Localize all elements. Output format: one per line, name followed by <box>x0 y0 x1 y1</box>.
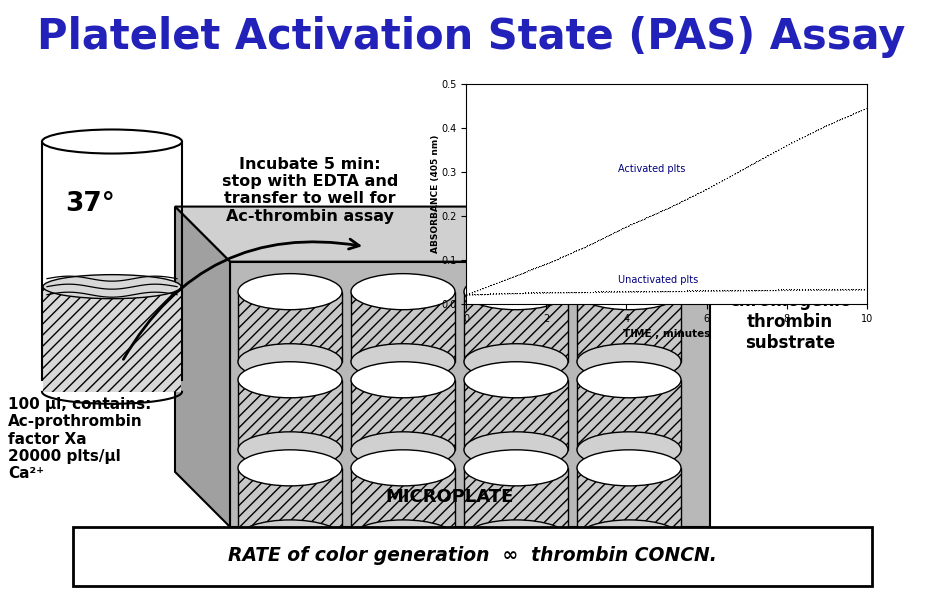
Text: Unactivated plts: Unactivated plts <box>618 275 699 285</box>
Polygon shape <box>175 206 710 262</box>
Text: 25°: 25° <box>761 227 819 256</box>
Ellipse shape <box>238 450 342 486</box>
X-axis label: TIME , minutes: TIME , minutes <box>623 329 710 340</box>
Ellipse shape <box>43 275 181 299</box>
FancyBboxPatch shape <box>577 380 681 450</box>
FancyArrowPatch shape <box>123 239 359 359</box>
Ellipse shape <box>577 362 681 398</box>
FancyBboxPatch shape <box>351 380 455 450</box>
Ellipse shape <box>577 432 681 468</box>
Ellipse shape <box>464 432 568 468</box>
FancyBboxPatch shape <box>464 292 568 362</box>
Ellipse shape <box>351 432 455 468</box>
Ellipse shape <box>464 344 568 380</box>
Text: Platelet Activation State (PAS) Assay: Platelet Activation State (PAS) Assay <box>37 16 905 58</box>
FancyBboxPatch shape <box>238 380 342 450</box>
Ellipse shape <box>351 450 455 486</box>
Text: 37°: 37° <box>65 191 115 217</box>
Ellipse shape <box>238 362 342 398</box>
FancyBboxPatch shape <box>73 527 872 586</box>
Ellipse shape <box>464 274 568 309</box>
Ellipse shape <box>464 520 568 556</box>
FancyBboxPatch shape <box>464 380 568 450</box>
Y-axis label: ABSORBANCE (405 nm): ABSORBANCE (405 nm) <box>430 135 440 253</box>
FancyBboxPatch shape <box>238 292 342 362</box>
Text: RATE of color generation  ∞  thrombin CONCN.: RATE of color generation ∞ thrombin CONC… <box>228 547 717 565</box>
FancyBboxPatch shape <box>577 292 681 362</box>
FancyBboxPatch shape <box>464 468 568 538</box>
Text: 100 μl, contains:
Ac-prothrombin
factor Xa
20000 plts/μl
Ca²⁺: 100 μl, contains: Ac-prothrombin factor … <box>8 397 152 482</box>
FancyBboxPatch shape <box>43 380 181 392</box>
FancyBboxPatch shape <box>577 468 681 538</box>
Ellipse shape <box>238 344 342 380</box>
Ellipse shape <box>464 450 568 486</box>
Text: Incubate 5 min:
stop with EDTA and
transfer to well for
Ac-thrombin assay: Incubate 5 min: stop with EDTA and trans… <box>221 157 398 224</box>
Ellipse shape <box>238 520 342 556</box>
Ellipse shape <box>351 274 455 309</box>
Ellipse shape <box>577 344 681 380</box>
Ellipse shape <box>238 274 342 309</box>
Text: MICROPLATE: MICROPLATE <box>386 488 514 506</box>
FancyBboxPatch shape <box>238 468 342 538</box>
Ellipse shape <box>351 344 455 380</box>
Ellipse shape <box>238 432 342 468</box>
Ellipse shape <box>351 520 455 556</box>
FancyBboxPatch shape <box>351 292 455 362</box>
Text: Activated plts: Activated plts <box>618 164 686 174</box>
FancyBboxPatch shape <box>43 287 181 380</box>
Ellipse shape <box>351 362 455 398</box>
FancyBboxPatch shape <box>351 468 455 538</box>
Ellipse shape <box>577 274 681 309</box>
Ellipse shape <box>464 362 568 398</box>
Ellipse shape <box>577 520 681 556</box>
Polygon shape <box>230 262 710 527</box>
Polygon shape <box>175 206 230 527</box>
Ellipse shape <box>577 450 681 486</box>
Ellipse shape <box>42 129 182 154</box>
Text: Wells contain
chromogenic
thrombin
substrate: Wells contain chromogenic thrombin subst… <box>727 272 853 352</box>
